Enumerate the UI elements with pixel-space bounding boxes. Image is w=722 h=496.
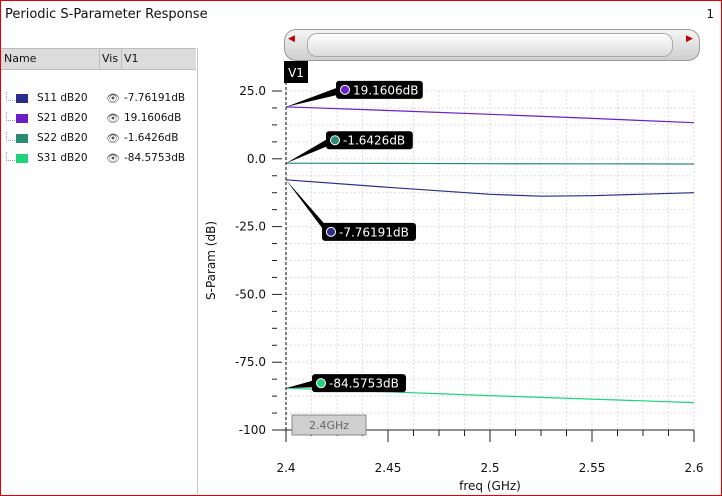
legend-header: Name Vis V1 xyxy=(1,48,196,70)
series-line xyxy=(285,106,695,124)
annotation-box xyxy=(336,80,423,99)
x-tick-label: 2.6 xyxy=(684,461,703,475)
marker-readout-box xyxy=(291,414,367,436)
page-number: 1 xyxy=(706,7,714,21)
x-tick-label: 2.45 xyxy=(375,461,402,475)
legend-item-name: S21 dB20 xyxy=(37,112,88,124)
annotation-box xyxy=(312,374,406,393)
legend-column-v1[interactable]: V1 xyxy=(124,52,139,65)
annotation-pointer xyxy=(286,179,328,236)
y-tick-label: 25.0 xyxy=(239,84,266,98)
legend-swatch xyxy=(16,154,28,163)
y-tick-label: -25.0 xyxy=(235,220,266,234)
legend-panel-divider[interactable] xyxy=(197,48,198,494)
chart-axes: 25.0 0.0 -25.0 -50.0 -75.0 -100 2.4 2.45 2.5 2.55… xyxy=(204,84,704,493)
y-tick-label: -100 xyxy=(239,423,266,437)
annotation-label: -7.76191dB xyxy=(339,225,409,239)
visibility-eye-icon[interactable]: 👁 xyxy=(106,132,120,145)
annotation-dot xyxy=(326,226,336,237)
marker-name: V1 xyxy=(288,66,304,80)
tree-connector xyxy=(6,152,15,161)
legend-swatch xyxy=(16,114,28,123)
scroll-right-icon[interactable]: ▶ xyxy=(686,34,693,44)
y-tick-label: -75.0 xyxy=(235,355,266,369)
legend-item-value: -84.5753dB xyxy=(124,152,186,164)
annotation-label: 19.1606dB xyxy=(353,83,418,97)
scroll-left-icon[interactable]: ◀ xyxy=(288,34,295,44)
series-line xyxy=(285,179,695,197)
marker-v1: V1 2.4GHz xyxy=(284,61,367,436)
legend-item-value: 19.1606dB xyxy=(124,112,182,124)
annotation-dot xyxy=(340,84,350,95)
legend-swatch xyxy=(16,134,28,143)
tree-connector xyxy=(6,92,15,101)
annotation-box xyxy=(326,131,413,150)
legend-swatch xyxy=(16,94,28,103)
annotation-dot xyxy=(330,135,340,146)
x-tick-label: 2.5 xyxy=(480,461,499,475)
series-line xyxy=(285,162,695,165)
legend-item-value: -7.76191dB xyxy=(124,92,186,104)
legend-item-value: -1.6426dB xyxy=(124,132,179,144)
legend-item-name: S11 dB20 xyxy=(37,92,88,104)
marker-readout: 2.4GHz xyxy=(309,419,349,432)
y-axis-label: S-Param (dB) xyxy=(204,221,218,300)
tree-connector xyxy=(6,112,15,121)
x-axis-label: freq (GHz) xyxy=(459,479,521,493)
annotation-pointer xyxy=(286,136,332,164)
window-title: Periodic S-Parameter Response xyxy=(5,7,208,22)
chart-annotations: 19.1606dB -1.6426dB -7.76191dB -84.5753dB xyxy=(286,80,423,393)
annotation-label: -84.5753dB xyxy=(329,377,399,391)
visibility-eye-icon[interactable]: 👁 xyxy=(106,112,120,125)
visibility-eye-icon[interactable]: 👁 xyxy=(106,92,120,105)
title-bar: Periodic S-Parameter Response 1 xyxy=(1,1,720,28)
x-tick-label: 2.4 xyxy=(276,461,295,475)
legend-column-vis[interactable]: Vis xyxy=(102,52,119,65)
tree-connector xyxy=(6,132,15,141)
y-tick-label: 0.0 xyxy=(247,152,266,166)
x-tick-label: 2.55 xyxy=(579,461,606,475)
legend-column-name[interactable]: Name xyxy=(4,52,37,65)
annotation-pointer xyxy=(286,85,342,107)
horizontal-scrollbar[interactable]: ◀ ▶ xyxy=(284,29,700,61)
marker-tag xyxy=(284,61,308,83)
annotation-dot xyxy=(316,378,326,389)
annotation-pointer xyxy=(286,379,318,389)
y-tick-label: -50.0 xyxy=(235,287,266,301)
annotation-box xyxy=(322,222,416,241)
legend-item-name: S31 dB20 xyxy=(37,152,88,164)
visibility-eye-icon[interactable]: 👁 xyxy=(106,152,120,165)
scrollbar-thumb[interactable] xyxy=(307,33,673,57)
legend-item-name: S22 dB20 xyxy=(37,132,88,144)
annotation-label: -1.6426dB xyxy=(343,134,405,148)
